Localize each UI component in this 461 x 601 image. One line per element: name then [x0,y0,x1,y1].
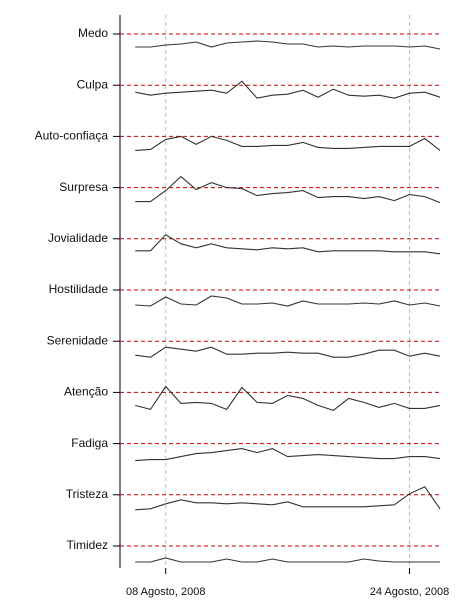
series-line [135,135,441,151]
series-label: Jovialidade [48,231,108,245]
series-label: Timidez [66,538,108,552]
series-label: Medo [78,26,108,40]
series-line [135,80,441,99]
series-label: Culpa [77,77,109,91]
series-line [135,557,440,563]
series-line [135,385,441,412]
series-line [135,40,441,50]
series-label: Fadiga [71,436,108,450]
series-label: Tristeza [66,487,109,501]
series-label: Serenidade [47,333,109,347]
series-line [135,175,441,204]
series-line [135,448,441,462]
series-line [135,486,441,511]
series-line [135,346,441,358]
series-label: Hostilidade [49,282,109,296]
x-tick-label: 24 Agosto, 2008 [370,586,450,598]
series-label: Atenção [64,385,108,399]
x-tick-label: 08 Agosto, 2008 [126,586,206,598]
series-line [135,234,441,255]
series-line [135,295,441,307]
series-label: Auto-confiaça [35,129,109,143]
series-label: Surpresa [59,180,108,194]
